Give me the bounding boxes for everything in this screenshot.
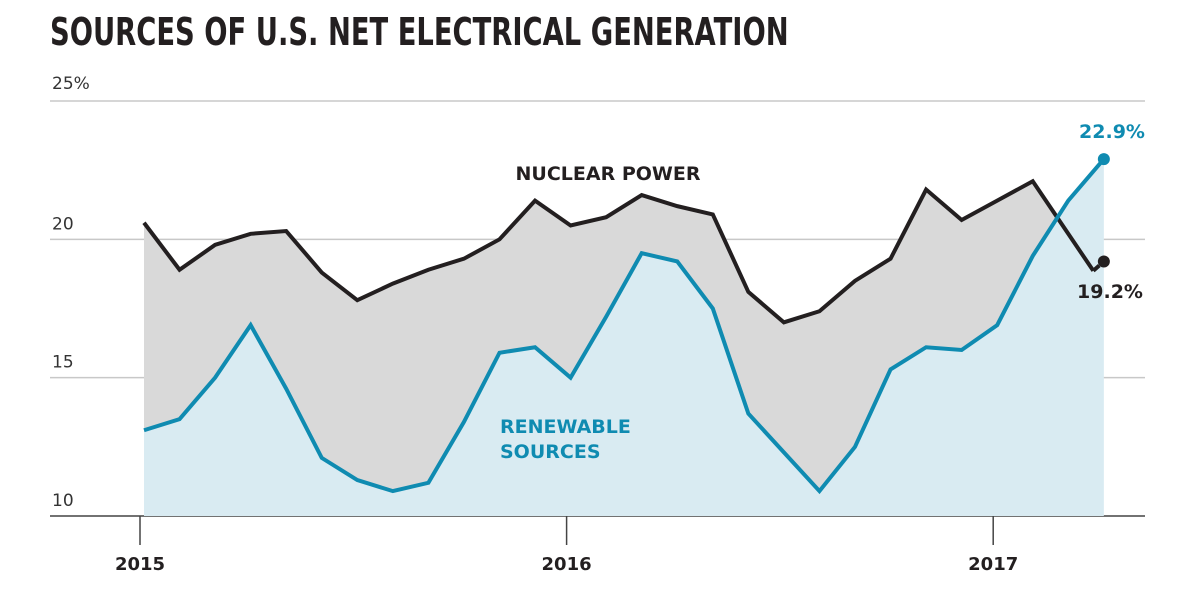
nuclear-series-label: NUCLEAR POWER — [516, 163, 701, 185]
renewable-end-point — [1097, 153, 1110, 166]
x-tick-label: 2017 — [968, 554, 1018, 575]
chart-title: SOURCES OF U.S. NET ELECTRICAL GENERATIO… — [50, 10, 789, 54]
renewable-area — [144, 159, 1104, 516]
nuclear-line — [142, 178, 1095, 325]
nuclear-end-point — [1097, 255, 1110, 268]
renewable-series-label-line1: RENEWABLE — [500, 416, 631, 438]
x-tick-label: 2015 — [115, 554, 165, 575]
renewable-line — [143, 157, 1106, 495]
y-tick-label: 20 — [52, 214, 74, 234]
nuclear-end-label: 19.2% — [1077, 281, 1143, 303]
x-tick-label: 2016 — [542, 554, 592, 575]
y-tick-label: 15 — [52, 353, 74, 373]
nuclear-projection-line — [1091, 259, 1106, 273]
renewable-series-label-line2: SOURCES — [500, 441, 601, 463]
renewable-end-label: 22.9% — [1079, 121, 1145, 143]
y-tick-label: 25% — [52, 74, 90, 94]
y-tick-label: 10 — [52, 491, 74, 511]
